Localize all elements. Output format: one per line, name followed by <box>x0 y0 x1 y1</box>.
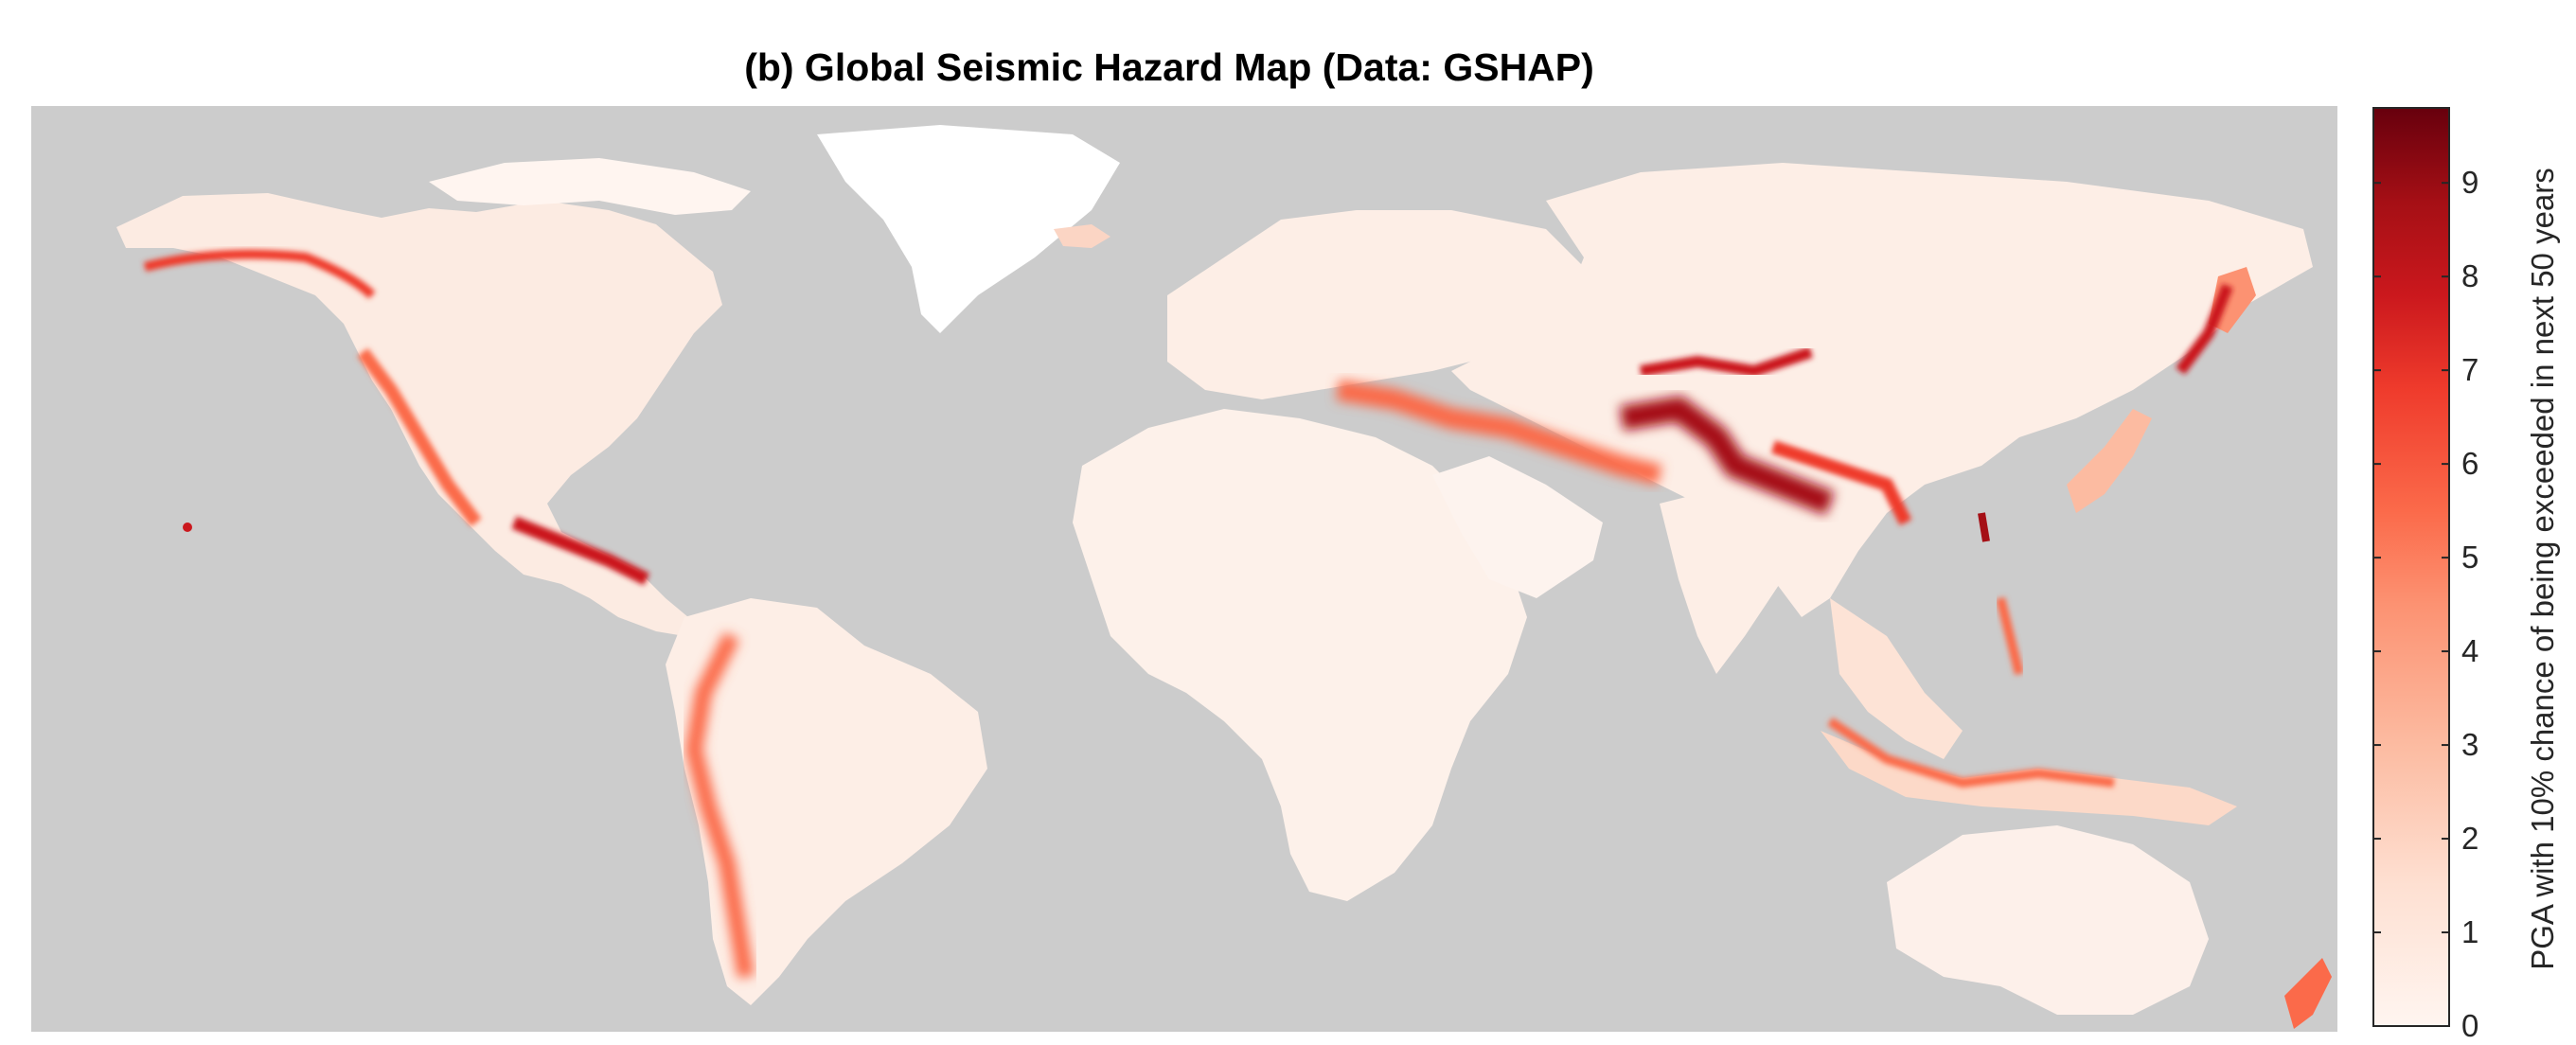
colorbar-tick-label: 8 <box>2461 258 2479 294</box>
colorbar-tick-label: 5 <box>2461 540 2479 576</box>
iceland <box>1054 224 1110 248</box>
colorbar-tick-label: 0 <box>2461 1008 2479 1043</box>
west-coast-na <box>357 347 482 527</box>
landmasses <box>116 125 2332 1029</box>
colorbar <box>2372 107 2450 1027</box>
hawaii <box>183 522 192 532</box>
philippines <box>1996 596 2024 676</box>
hazard-zones <box>143 249 2233 979</box>
southeast-asia <box>1830 598 1963 759</box>
india <box>1660 485 1792 674</box>
colorbar-tick-label: 1 <box>2461 914 2479 950</box>
tibet-high <box>1619 396 1835 516</box>
colorbar-tick-label: 2 <box>2461 821 2479 857</box>
alpide-belt <box>1336 380 1662 486</box>
colorbar-tick-label: 7 <box>2461 352 2479 388</box>
china-belts <box>1770 440 1912 526</box>
north-america <box>116 193 722 636</box>
colorbar-tick-label: 9 <box>2461 165 2479 201</box>
australia <box>1887 825 2209 1015</box>
map-title: (b) Global Seismic Hazard Map (Data: GSH… <box>744 45 1594 89</box>
central-america <box>511 516 650 586</box>
taiwan <box>1978 512 1990 542</box>
asia <box>1451 163 2313 617</box>
colorbar-ticks <box>2373 182 2449 1027</box>
arctic-islands <box>429 158 751 215</box>
south-america <box>666 598 987 1005</box>
tien-shan <box>1640 346 1813 378</box>
kamchatka-kuril <box>2176 283 2233 375</box>
alaska-arc <box>143 249 376 299</box>
andes <box>684 631 755 979</box>
colorbar-label: PGA with 10% chance of being exceeded in… <box>2525 168 2560 970</box>
arabian-peninsula <box>1432 456 1603 598</box>
indonesia-arc <box>1827 717 2115 788</box>
colorbar-tick-label: 6 <box>2461 446 2479 482</box>
europe <box>1167 210 1584 399</box>
africa <box>1073 409 1527 901</box>
new-zealand <box>2284 958 2332 1029</box>
colorbar-tick-label: 3 <box>2461 727 2479 763</box>
map-frame <box>31 106 2337 1032</box>
world-hazard-map <box>31 106 2337 1032</box>
japan <box>2067 409 2152 513</box>
greenland <box>817 125 1120 333</box>
colorbar-gradient <box>2372 107 2450 1027</box>
colorbar-tick-label: 4 <box>2461 633 2479 669</box>
